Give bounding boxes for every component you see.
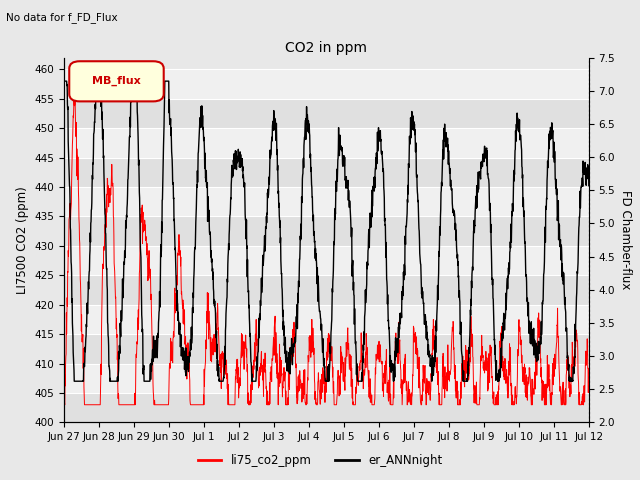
Legend: li75_co2_ppm, er_ANNnight: li75_co2_ppm, er_ANNnight xyxy=(193,449,447,472)
Bar xyxy=(64,305,589,334)
Bar xyxy=(64,187,589,216)
FancyBboxPatch shape xyxy=(69,61,164,101)
Text: No data for f_FD_Flux: No data for f_FD_Flux xyxy=(6,12,118,23)
Bar xyxy=(64,99,589,128)
Title: CO2 in ppm: CO2 in ppm xyxy=(285,41,367,55)
Text: MB_flux: MB_flux xyxy=(92,76,141,86)
Bar xyxy=(64,276,589,305)
Bar xyxy=(64,157,589,187)
Bar xyxy=(64,246,589,276)
Bar xyxy=(64,216,589,246)
Bar xyxy=(64,70,589,99)
Bar xyxy=(64,334,589,363)
Y-axis label: LI7500 CO2 (ppm): LI7500 CO2 (ppm) xyxy=(16,186,29,294)
Y-axis label: FD Chamber-flux: FD Chamber-flux xyxy=(619,190,632,290)
Bar xyxy=(64,128,589,157)
Bar xyxy=(64,363,589,393)
Bar xyxy=(64,393,589,422)
